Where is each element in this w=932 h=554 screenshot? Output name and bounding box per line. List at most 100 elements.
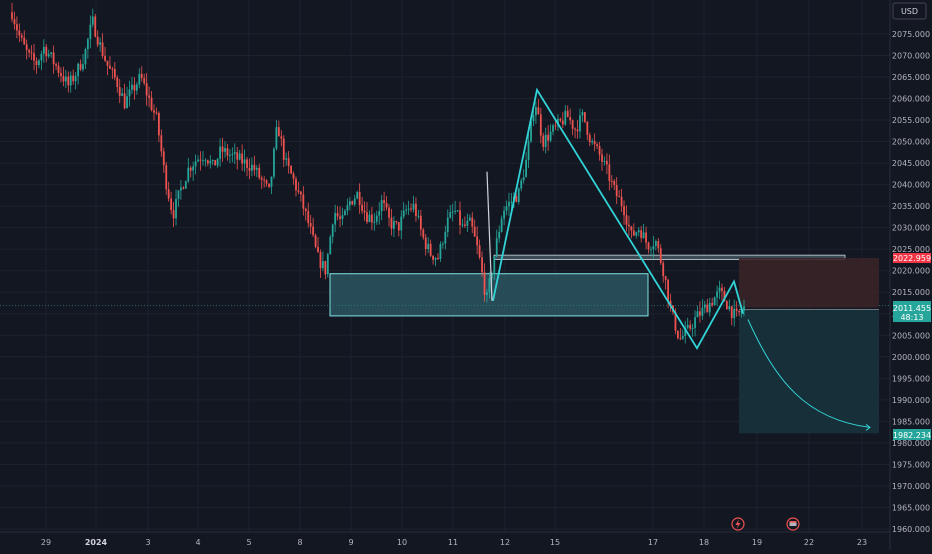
- candle-body: [441, 243, 444, 245]
- lightning-event-icon[interactable]: [731, 517, 745, 531]
- candle-body: [255, 167, 258, 170]
- candle-body: [287, 158, 290, 166]
- candle-body: [483, 272, 486, 296]
- candle-body: [407, 208, 410, 210]
- candle-body: [713, 297, 716, 306]
- candle-body: [642, 232, 645, 239]
- candle-body: [55, 64, 57, 66]
- candle-body: [549, 131, 552, 141]
- candle-body: [444, 231, 447, 244]
- candle-body: [684, 327, 687, 336]
- stop-loss-box: [893, 253, 931, 263]
- current-price-tag: 2011.455 48:13: [893, 301, 931, 322]
- candle-body: [260, 177, 263, 180]
- candle-body: [393, 221, 395, 229]
- candle-body: [336, 213, 339, 217]
- candle-body: [64, 76, 67, 82]
- candle-body: [708, 302, 711, 313]
- candle-body: [348, 201, 351, 206]
- candle-body: [676, 330, 679, 339]
- price-tick-label: 2035.000: [892, 202, 930, 211]
- candle-body: [701, 307, 704, 316]
- candle-body: [738, 311, 741, 313]
- candle-body: [111, 68, 114, 70]
- candle-body: [329, 236, 332, 255]
- price-tick-label: 2065.000: [892, 73, 930, 82]
- candle-body: [412, 203, 415, 210]
- candle-body: [353, 198, 356, 205]
- candle-body: [302, 194, 305, 209]
- candle-body: [60, 72, 62, 77]
- candle-body: [647, 242, 650, 250]
- candle-body: [608, 164, 611, 181]
- candle-body: [35, 60, 38, 66]
- candle-body: [645, 232, 647, 243]
- candle-body: [135, 84, 138, 91]
- candle-body: [500, 218, 503, 232]
- candle-body: [402, 210, 405, 217]
- candle-body: [326, 254, 329, 275]
- price-tick-label: 1965.000: [892, 503, 930, 512]
- candle-body: [706, 304, 709, 313]
- price-tick-label: 1995.000: [892, 374, 930, 383]
- candle-body: [116, 77, 119, 87]
- candle-body: [150, 97, 153, 111]
- candle-body: [681, 335, 684, 339]
- candle-body: [106, 60, 109, 66]
- candle-body: [689, 324, 692, 329]
- currency-selector[interactable]: USD: [892, 2, 927, 20]
- candle-body: [478, 245, 481, 258]
- candle-body: [635, 232, 638, 236]
- candle-body: [427, 243, 430, 250]
- candle-body: [640, 230, 643, 239]
- candle-body: [620, 196, 623, 207]
- candle-body: [530, 121, 532, 142]
- candle-body: [47, 54, 50, 57]
- candle-body: [94, 16, 97, 37]
- candle-body: [104, 56, 106, 61]
- candle-body: [505, 206, 508, 211]
- candle-body: [625, 215, 628, 225]
- flag-event-icon[interactable]: [786, 517, 800, 531]
- price-tick-label: 2040.000: [892, 181, 930, 190]
- candle-body: [206, 160, 209, 164]
- candle-body: [674, 312, 677, 331]
- candle-body: [38, 60, 40, 66]
- candle-body: [77, 63, 80, 77]
- candle-body: [246, 159, 248, 169]
- price-tick-label: 2050.000: [892, 138, 930, 147]
- candle-body: [446, 217, 449, 232]
- candle-body: [194, 161, 197, 167]
- candle-body: [434, 257, 437, 260]
- candle-body: [79, 63, 82, 70]
- candle-body: [569, 117, 572, 121]
- candle-body: [214, 160, 217, 166]
- price-tick-label: 1970.000: [892, 482, 930, 491]
- candle-body: [598, 146, 601, 155]
- candle-body: [322, 261, 324, 269]
- candle-body: [728, 306, 731, 310]
- candle-body: [439, 244, 442, 259]
- price-tick-label: 1975.000: [892, 460, 930, 469]
- candle-body: [554, 125, 557, 127]
- target-zone: [739, 309, 879, 434]
- candle-body: [263, 179, 266, 181]
- candle-body: [74, 76, 77, 82]
- candle-body: [96, 36, 99, 45]
- candle-body: [148, 95, 150, 98]
- candle-body: [324, 261, 327, 275]
- candle-body: [559, 118, 562, 121]
- candle-body: [429, 243, 432, 256]
- candle-body: [253, 164, 256, 170]
- candle-body: [295, 178, 297, 191]
- candle-body: [143, 78, 146, 84]
- candle-body: [735, 308, 738, 312]
- time-tick-label: 9: [348, 538, 353, 547]
- candle-body: [282, 138, 285, 160]
- candle-body: [537, 107, 540, 115]
- candle-body: [615, 184, 618, 197]
- candle-body: [290, 165, 292, 174]
- candle-body: [331, 224, 334, 237]
